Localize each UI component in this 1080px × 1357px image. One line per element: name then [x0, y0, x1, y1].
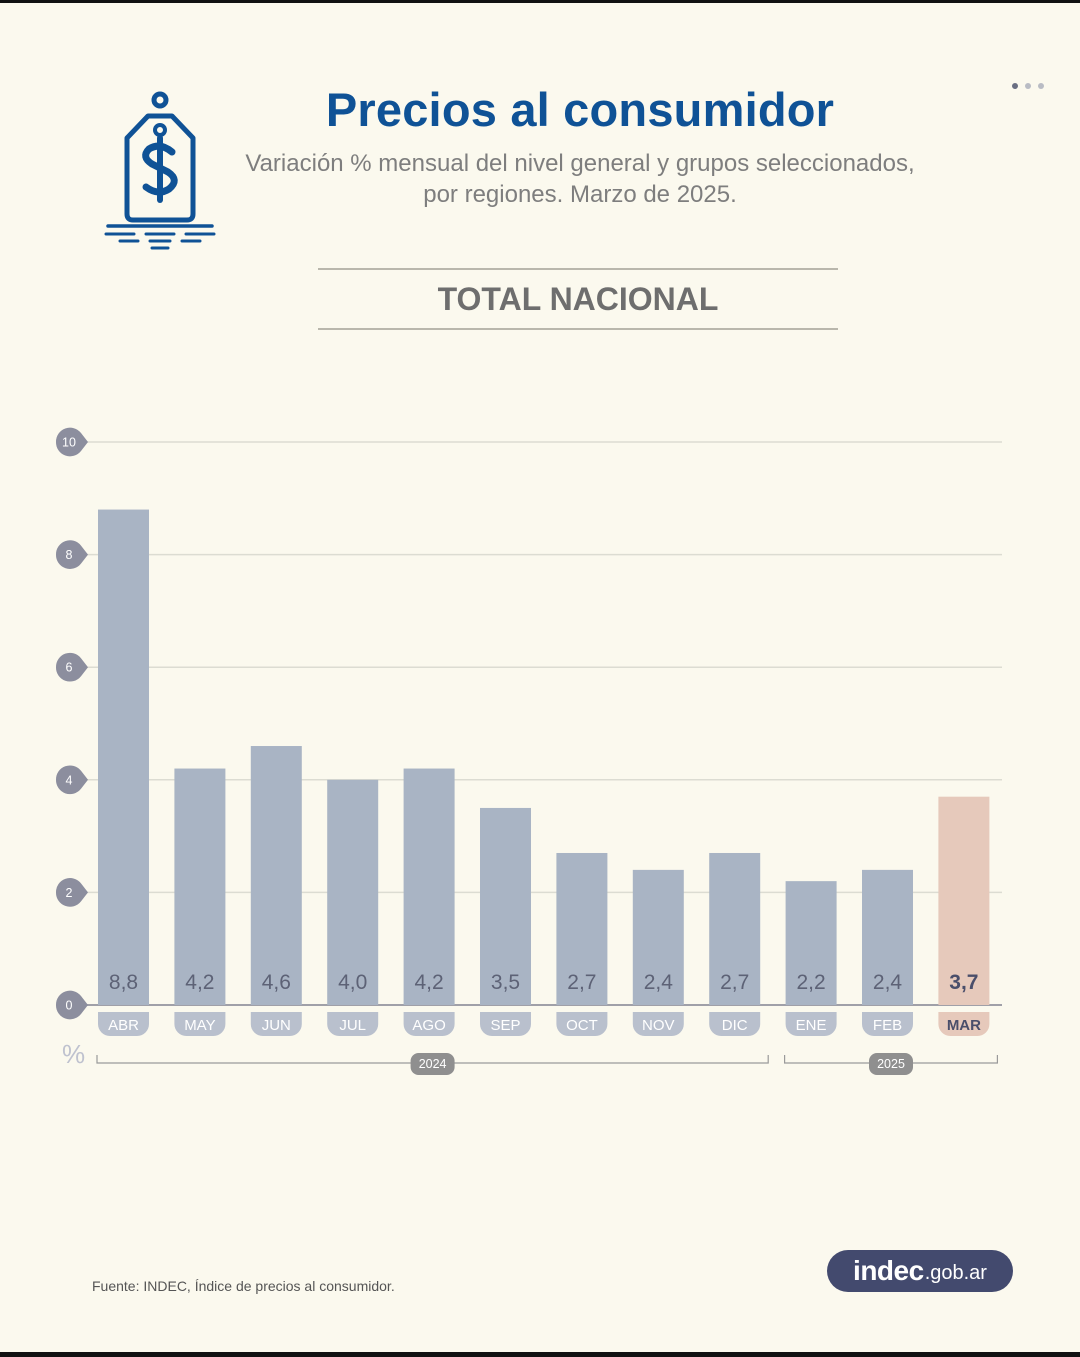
category-pill [862, 1012, 913, 1036]
category-label: ABR [108, 1017, 139, 1034]
top-border [0, 0, 1080, 3]
bar [327, 779, 379, 1005]
y-tick-label: 6 [66, 661, 73, 675]
unit-label: % [62, 1039, 85, 1069]
subtitle-line-1: Variación % mensual del nivel general y … [245, 150, 915, 177]
y-tick-label: 4 [66, 773, 73, 787]
bar [250, 746, 302, 1005]
year-label: 2024 [419, 1057, 447, 1071]
category-label: MAR [947, 1017, 981, 1034]
category-pill [327, 1012, 379, 1036]
category-label: OCT [566, 1017, 598, 1034]
bar-value-label: 3,7 [949, 971, 978, 994]
category-pill [556, 1012, 608, 1036]
pager-dot[interactable] [1025, 83, 1031, 89]
bar-value-label: 2,2 [796, 971, 825, 994]
bar-value-label: 4,2 [414, 971, 443, 994]
bar [709, 852, 761, 1005]
category-pill [709, 1012, 761, 1036]
category-pill [480, 1012, 531, 1036]
category-pill [250, 1012, 302, 1036]
source-note: Fuente: INDEC, Índice de precios al cons… [92, 1278, 395, 1294]
bar [785, 881, 837, 1005]
bar-value-label: 4,0 [338, 971, 367, 994]
year-label: 2025 [877, 1057, 905, 1071]
category-pill [938, 1012, 990, 1036]
pager-dots-icon[interactable] [1012, 83, 1044, 89]
price-tag-dollar-icon [104, 91, 216, 250]
pager-dot[interactable] [1012, 83, 1018, 89]
y-tick-label: 0 [66, 999, 73, 1013]
category-label: JUN [262, 1017, 291, 1034]
category-label: FEB [873, 1017, 902, 1034]
bar [403, 768, 455, 1005]
category-pill [785, 1012, 837, 1036]
category-label: NOV [642, 1017, 675, 1034]
category-label: JUL [339, 1017, 366, 1034]
year-pill [410, 1053, 455, 1075]
y-tick-marker [55, 540, 88, 569]
indec-logo[interactable]: indec .gob.ar [827, 1250, 1013, 1292]
category-label: SEP [490, 1017, 520, 1034]
bar [98, 509, 149, 1005]
bar-value-label: 2,4 [644, 971, 674, 994]
category-label: DIC [722, 1017, 748, 1034]
category-label: MAY [184, 1017, 215, 1034]
y-tick-marker [55, 765, 88, 795]
y-tick-label: 2 [66, 886, 73, 900]
bar-value-label: 4,6 [262, 971, 291, 994]
bar [862, 869, 913, 1005]
bar [938, 796, 990, 1005]
subtitle-line-2: por regiones. Marzo de 2025. [423, 181, 737, 208]
bar-value-label: 8,8 [109, 971, 138, 994]
y-tick-marker [55, 878, 88, 907]
bar-value-label: 2,7 [567, 971, 596, 994]
y-tick-marker [55, 652, 88, 682]
y-tick-marker [55, 427, 88, 457]
category-pill [174, 1012, 226, 1036]
logo-suffix-text: .gob.ar [924, 1262, 987, 1284]
y-tick-marker [55, 990, 88, 1020]
category-pill [403, 1012, 455, 1036]
pager-dot[interactable] [1038, 83, 1044, 89]
category-pill [632, 1012, 684, 1036]
y-tick-label: 10 [62, 436, 76, 450]
section-title: TOTAL NACIONAL [318, 268, 838, 330]
bottom-border [0, 1352, 1080, 1357]
y-tick-label: 8 [66, 548, 73, 562]
bar-value-label: 4,2 [185, 971, 214, 994]
year-pill [869, 1053, 913, 1075]
bar [480, 807, 531, 1005]
page-title: Precios al consumidor [325, 83, 835, 136]
bar-value-label: 2,7 [720, 971, 749, 994]
bar [174, 768, 226, 1005]
category-label: AGO [412, 1017, 445, 1034]
bar-value-label: 2,4 [873, 971, 903, 994]
bar [632, 869, 684, 1005]
bar [556, 852, 608, 1005]
category-pill [98, 1012, 149, 1036]
category-label: ENE [796, 1017, 827, 1034]
bar-value-label: 3,5 [491, 971, 520, 994]
logo-main-text: indec [853, 1255, 924, 1286]
page-subtitle: Variación % mensual del nivel general y … [200, 148, 960, 210]
